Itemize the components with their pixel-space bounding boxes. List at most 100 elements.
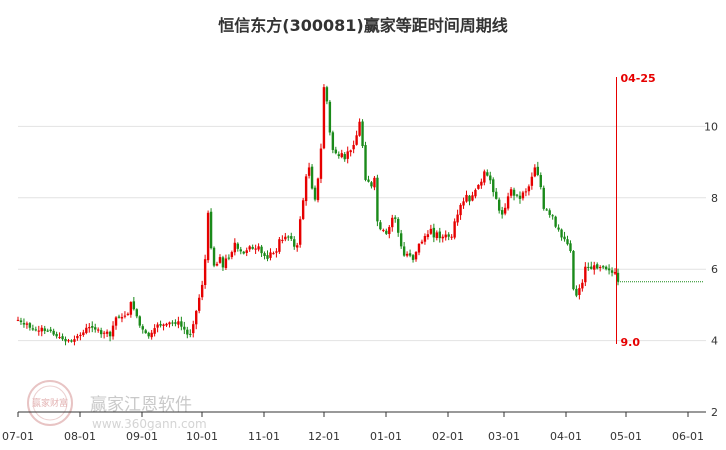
candle-body [165, 323, 168, 326]
candle [180, 316, 183, 331]
candle [569, 240, 572, 253]
candle [123, 311, 127, 319]
candle-body [260, 246, 263, 254]
candle-body [22, 322, 26, 325]
candle [373, 175, 376, 191]
candle-body [346, 151, 349, 159]
candle [364, 141, 367, 182]
candle [91, 321, 94, 333]
candle [111, 321, 115, 340]
candle-body [444, 234, 447, 238]
candle-body [557, 227, 560, 230]
candle [542, 185, 545, 211]
watermark-logo: 赢家财富 [27, 380, 73, 426]
candle-body [298, 219, 302, 245]
candle [168, 321, 171, 328]
candle [290, 232, 293, 241]
candle [105, 329, 109, 338]
candle-body [221, 257, 225, 268]
watermark-text: 赢家江恩软件 [90, 395, 192, 415]
candle-body [441, 236, 444, 239]
candle-body [385, 230, 388, 234]
candle [471, 191, 474, 202]
candle-body [129, 302, 133, 315]
candle [465, 190, 468, 203]
candle-body [34, 329, 38, 331]
candle [379, 220, 382, 231]
candle [70, 339, 73, 343]
candle [76, 333, 79, 341]
candle-body [426, 234, 430, 238]
candle [275, 248, 278, 258]
candle [613, 268, 617, 276]
candle-body [575, 288, 578, 296]
candle-body [108, 331, 112, 337]
chart-title: 恒信东方(300081)赢家等距时间周期线 [218, 16, 507, 35]
candle [340, 149, 343, 159]
candle-body [43, 328, 46, 331]
candle [527, 184, 531, 196]
candle [310, 164, 314, 190]
candle-body [296, 245, 299, 248]
candle [307, 162, 311, 179]
candle [539, 172, 542, 190]
candle [79, 332, 82, 341]
candle-body [254, 248, 257, 250]
candle-body [524, 191, 528, 193]
candle-body [361, 121, 364, 147]
candle [503, 203, 507, 216]
candle [521, 190, 525, 201]
candle [304, 174, 308, 206]
candle [236, 242, 240, 252]
candle [242, 250, 245, 255]
candle [444, 230, 447, 241]
candle-body [310, 166, 314, 189]
candle-body [420, 241, 424, 244]
candle-body [456, 214, 459, 223]
candle [46, 328, 49, 333]
candle [287, 235, 290, 241]
candle-body [572, 251, 575, 290]
candle [129, 301, 133, 318]
candle [596, 262, 599, 270]
candle [94, 323, 97, 333]
candle-body [358, 121, 361, 136]
candle-body [331, 132, 335, 150]
candle-body [560, 229, 563, 238]
cycle-date-label: 04-25 [621, 72, 656, 85]
candle [423, 233, 427, 245]
candle [601, 265, 605, 270]
candle [215, 261, 219, 267]
x-tick-label: 02-01 [432, 430, 464, 443]
candle [566, 235, 569, 246]
candle-body [527, 186, 531, 192]
candle [135, 308, 139, 319]
candle-body [40, 327, 43, 332]
candle [254, 244, 257, 255]
candle [551, 214, 554, 220]
candle [43, 325, 46, 335]
candle [492, 177, 495, 197]
candle [82, 329, 85, 337]
candle-body [156, 324, 159, 328]
candle [382, 228, 385, 233]
candle-body [91, 326, 94, 328]
candle-body [474, 189, 477, 197]
candle-body [117, 316, 121, 318]
candle-body [447, 234, 450, 237]
candle [394, 215, 397, 223]
candle [58, 332, 61, 339]
candle [414, 251, 418, 262]
candle-body [284, 236, 287, 240]
candle [385, 228, 388, 236]
candle-body [287, 236, 290, 238]
candle [263, 251, 266, 260]
candle [61, 333, 64, 341]
candle-body [304, 176, 308, 202]
candle-body [197, 297, 201, 311]
candle-body [138, 316, 141, 326]
candle-body [25, 323, 29, 325]
candle-body [37, 330, 40, 332]
candle-body [432, 227, 436, 238]
candle [438, 227, 441, 243]
